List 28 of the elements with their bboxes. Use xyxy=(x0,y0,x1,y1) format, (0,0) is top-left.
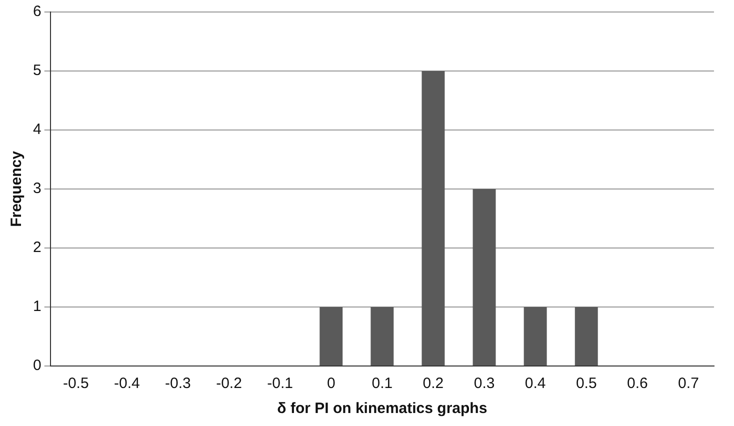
x-tick-label: 0.5 xyxy=(576,375,597,392)
x-tick-label: 0 xyxy=(326,375,336,392)
x-tick-label: -0.3 xyxy=(165,375,191,392)
bar xyxy=(524,307,547,366)
y-tick-label: 3 xyxy=(33,180,42,198)
y-tick-label: 6 xyxy=(33,3,42,20)
x-tick-label: 0.6 xyxy=(626,375,648,392)
bar xyxy=(422,71,445,366)
bar xyxy=(574,307,598,366)
x-axis-title: δ for PI on kinematics graphs xyxy=(277,400,488,418)
y-tick-label: 2 xyxy=(33,239,42,256)
bar xyxy=(320,307,343,366)
y-axis-title: Frequency xyxy=(8,150,26,227)
y-tick-label: 1 xyxy=(33,298,42,316)
y-tick-label: 4 xyxy=(33,121,42,138)
x-tick-label: 0.7 xyxy=(678,375,699,392)
x-tick-label: -0.1 xyxy=(267,375,293,392)
x-tick-label: 0.2 xyxy=(422,375,444,392)
x-tick-label: -0.4 xyxy=(114,375,140,392)
x-tick-label: 0.1 xyxy=(372,375,393,392)
y-tick-label: 0 xyxy=(33,357,42,374)
x-tick-label: -0.2 xyxy=(216,375,242,392)
x-tick-label: 0.3 xyxy=(474,375,495,392)
y-tick-label: 5 xyxy=(33,62,42,80)
bar xyxy=(370,307,394,366)
x-tick-label: 0.4 xyxy=(524,375,546,392)
bar xyxy=(472,189,496,366)
x-tick-label: -0.5 xyxy=(62,375,89,392)
